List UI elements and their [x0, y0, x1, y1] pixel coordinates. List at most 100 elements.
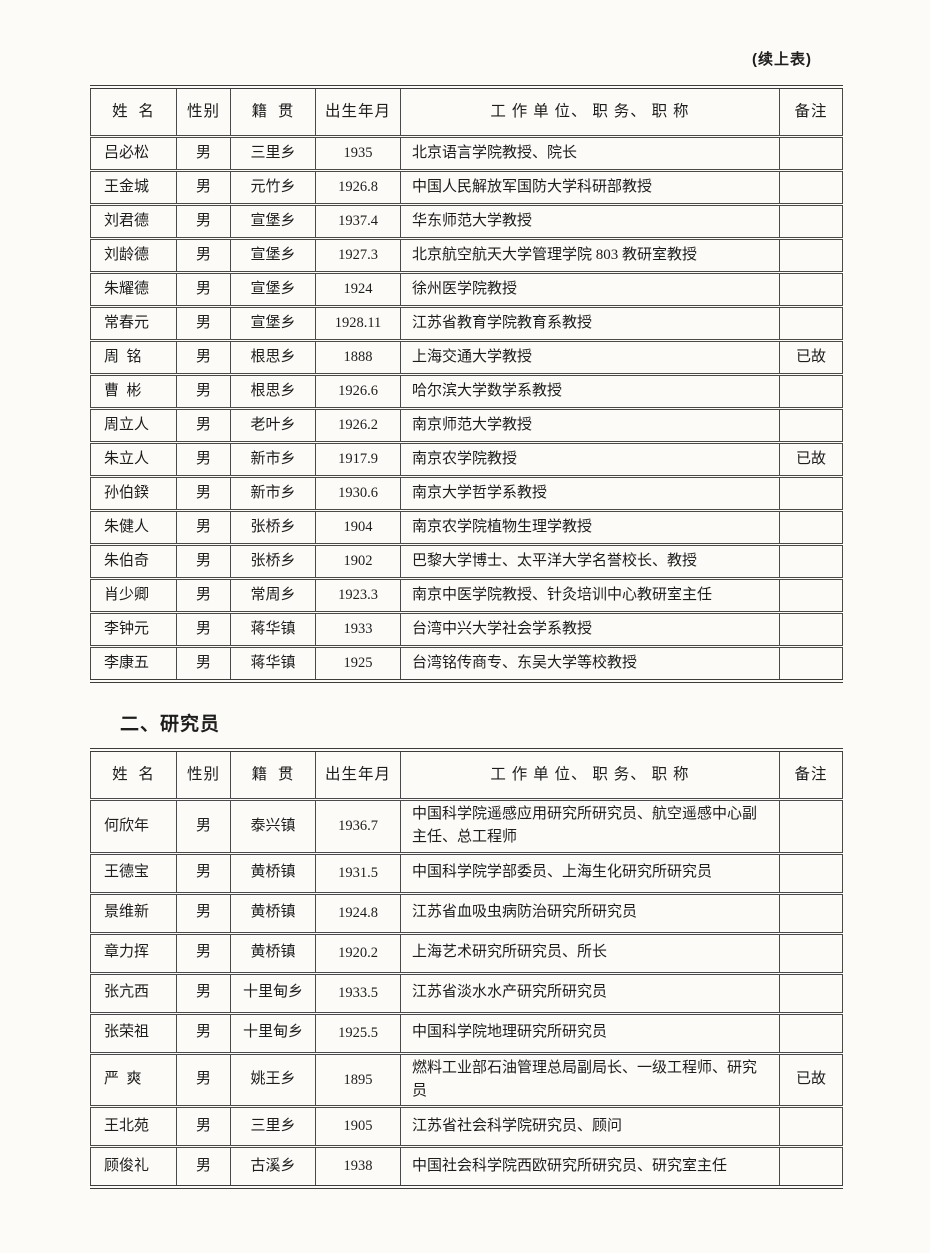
cell-work: 江苏省社会科学院研究员、顾问 [400, 1106, 780, 1148]
cell-birth: 1925 [315, 646, 401, 681]
cell-birth: 1926.2 [315, 408, 401, 444]
cell-name: 周 铭 [90, 340, 177, 376]
table-row: 孙伯鍨男新市乡 1930.6 南京大学哲学系教授 [90, 476, 843, 512]
cell-work: 中国人民解放军国防大学科研部教授 [400, 170, 780, 206]
cell-note [779, 510, 843, 546]
cell-note [780, 647, 843, 682]
cell-name: 严 爽 [90, 1053, 177, 1108]
cell-name: 肖少卿 [90, 578, 177, 614]
cell-birth: 1937.4 [315, 204, 401, 240]
cell-work: 南京中医学院教授、针灸培训中心教研室主任 [400, 578, 780, 614]
cell-gender: 男 [176, 1053, 231, 1108]
cell-note [779, 933, 843, 975]
cell-birth: 1895 [315, 1053, 401, 1108]
cell-note [779, 238, 843, 274]
cell-gender: 男 [176, 238, 231, 274]
cell-note [779, 374, 843, 410]
cell-work: 江苏省教育学院教育系教授 [400, 306, 780, 342]
cell-gender: 男 [176, 893, 231, 935]
cell-work: 华东师范大学教授 [400, 204, 780, 240]
cell-work: 北京语言学院教授、院长 [400, 136, 780, 172]
cell-work: 台湾铭传商专、东吴大学等校教授 [400, 646, 780, 681]
cell-gender: 男 [176, 476, 231, 512]
cell-note [779, 612, 843, 648]
cell-origin: 新市乡 [230, 442, 316, 478]
cell-note [779, 893, 843, 935]
column-header-note: 备注 [779, 87, 843, 138]
cell-birth: 1938 [315, 1146, 401, 1187]
cell-note [779, 578, 843, 614]
continuation-note: (续上表) [752, 51, 812, 68]
cell-birth: 1904 [315, 510, 401, 546]
cell-birth: 1933 [315, 612, 401, 648]
cell-birth: 1888 [315, 340, 401, 376]
cell-note [779, 170, 843, 206]
column-header-birth: 出生年月 [315, 750, 401, 801]
table-row: 景维新男黄桥镇 1924.8 江苏省血吸虫病防治研究所研究员 [90, 893, 843, 935]
cell-note [779, 272, 843, 308]
cell-gender: 男 [176, 510, 231, 546]
cell-birth: 1927.3 [315, 238, 401, 274]
cell-birth: 1928.11 [315, 306, 401, 342]
cell-gender: 男 [176, 170, 231, 206]
cell-gender: 男 [176, 933, 231, 975]
table-row: 顾俊礼男古溪乡 1938 中国社会科学院西欧研究所研究员、研究室主任 [90, 1146, 843, 1188]
column-header-gender: 性别 [176, 87, 231, 138]
cell-work: 哈尔滨大学数学系教授 [400, 374, 780, 410]
cell-note [779, 1013, 843, 1055]
cell-note: 已故 [779, 340, 843, 376]
cell-note [779, 544, 843, 580]
cell-origin: 老叶乡 [230, 408, 316, 444]
cell-birth: 1935 [315, 136, 401, 172]
cell-note [779, 853, 843, 895]
cell-origin: 蒋华镇 [230, 646, 316, 681]
cell-birth: 1925.5 [315, 1013, 401, 1055]
cell-gender: 男 [176, 973, 231, 1015]
cell-origin: 泰兴镇 [230, 799, 316, 855]
cell-gender: 男 [176, 1106, 231, 1148]
cell-name: 顾俊礼 [90, 1146, 177, 1187]
cell-work: 中国科学院遥感应用研究所研究员、航空遥感中心副主任、总工程师 [400, 799, 780, 855]
table-row: 朱伯奇男张桥乡 1902 巴黎大学博士、太平洋大学名誉校长、教授 [90, 544, 843, 580]
column-header-work: 工 作 单 位、 职 务、 职 称 [400, 750, 780, 801]
table-row: 周立人男老叶乡 1926.2 南京师范大学教授 [90, 408, 843, 444]
cell-work: 徐州医学院教授 [400, 272, 780, 308]
cell-name: 刘龄德 [90, 238, 177, 274]
cell-note [779, 476, 843, 512]
table-row: 章力挥男黄桥镇 1920.2 上海艺术研究所研究员、所长 [90, 933, 843, 975]
cell-gender: 男 [176, 799, 231, 855]
cell-work: 上海艺术研究所研究员、所长 [400, 933, 780, 975]
cell-name: 王北苑 [90, 1106, 177, 1148]
table-row: 王金城男元竹乡 1926.8 中国人民解放军国防大学科研部教授 [90, 170, 843, 206]
cell-origin: 宣堡乡 [230, 238, 316, 274]
cell-birth: 1924.8 [315, 893, 401, 935]
cell-note [779, 136, 843, 172]
section-title-researchers: 二、研究员 [120, 714, 221, 735]
cell-name: 孙伯鍨 [90, 476, 177, 512]
cell-work: 南京师范大学教授 [400, 408, 780, 444]
cell-gender: 男 [176, 306, 231, 342]
cell-birth: 1926.6 [315, 374, 401, 410]
cell-gender: 男 [176, 544, 231, 580]
cell-gender: 男 [176, 612, 231, 648]
cell-note [780, 1147, 843, 1188]
cell-origin: 元竹乡 [230, 170, 316, 206]
table-row: 曹 彬男根思乡 1926.6 哈尔滨大学数学系教授 [90, 374, 843, 410]
table-row: 何欣年男泰兴镇 1936.7 中国科学院遥感应用研究所研究员、航空遥感中心副主任、总… [90, 799, 843, 855]
column-header-origin: 籍 贯 [230, 750, 316, 801]
table-row: 刘龄德男宣堡乡 1927.3 北京航空航天大学管理学院 803 教研室教授 [90, 238, 843, 274]
cell-origin: 十里甸乡 [230, 973, 316, 1015]
cell-name: 李钟元 [90, 612, 177, 648]
column-header-origin: 籍 贯 [230, 87, 316, 138]
cell-note [779, 204, 843, 240]
cell-work: 燃料工业部石油管理总局副局长、一级工程师、研究员 [400, 1053, 780, 1108]
cell-gender: 男 [176, 204, 231, 240]
cell-birth: 1933.5 [315, 973, 401, 1015]
cell-work: 南京农学院教授 [400, 442, 780, 478]
table-row: 朱立人男新市乡 1917.9 南京农学院教授 已故 [90, 442, 843, 478]
column-header-work: 工 作 单 位、 职 务、 职 称 [400, 87, 780, 138]
professors-roster-table: 姓 名性别籍 贯出生年月工 作 单 位、 职 务、 职 称备注 吕必松男三里乡 19… [90, 85, 843, 683]
table-row: 肖少卿男常周乡 1923.3 南京中医学院教授、针灸培训中心教研室主任 [90, 578, 843, 614]
column-header-note: 备注 [779, 750, 843, 801]
